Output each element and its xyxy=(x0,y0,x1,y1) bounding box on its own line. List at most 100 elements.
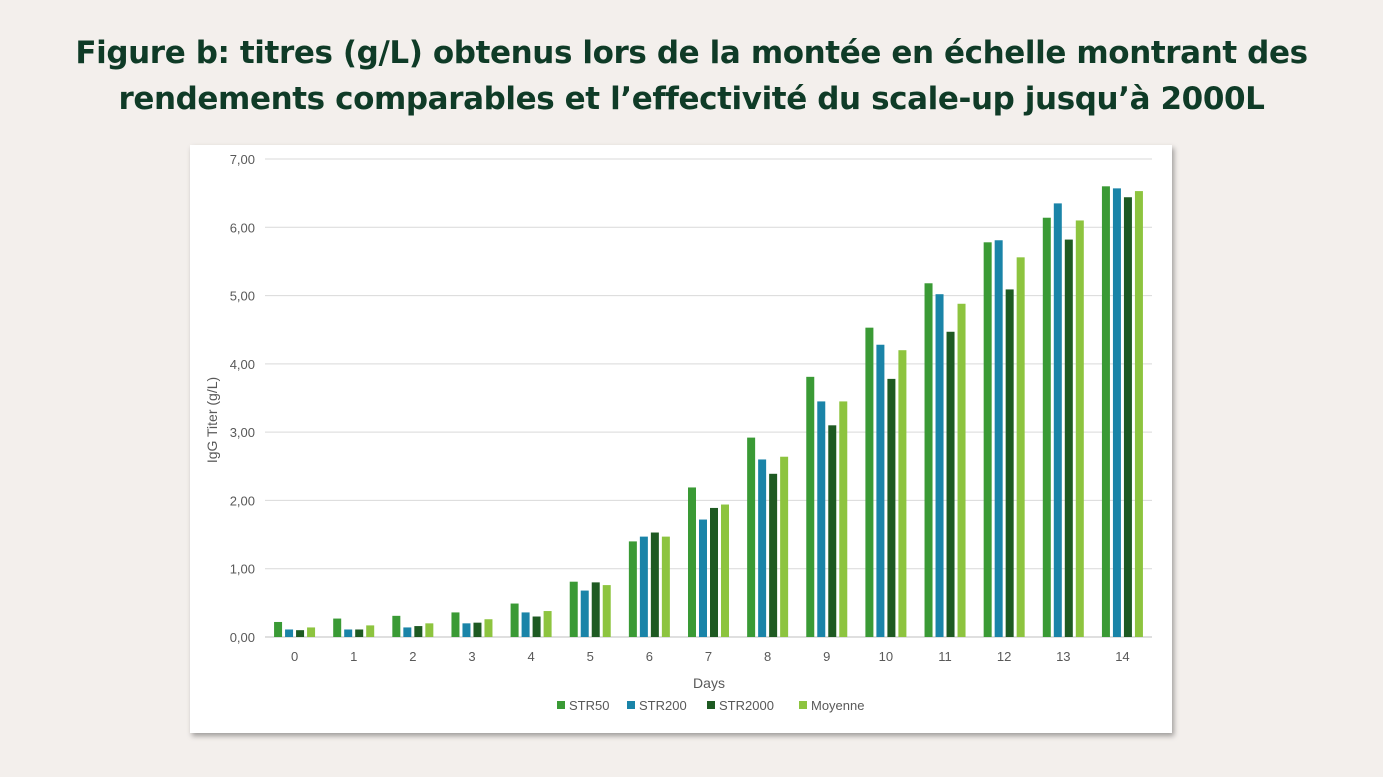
y-tick-labels: 0,00 1,00 2,00 3,00 4,00 5,00 6,00 7,00 xyxy=(230,152,255,645)
gridlines xyxy=(265,158,1152,638)
bar-str50-day-7 xyxy=(688,487,696,637)
bar-str200-day-12 xyxy=(994,240,1003,637)
bar-str2000-day-4 xyxy=(532,616,541,637)
x-axis-label: Days xyxy=(693,675,725,691)
bar-str50-day-10 xyxy=(865,327,874,637)
bar-moyenne-day-8 xyxy=(780,456,789,637)
bar-str200-day-0 xyxy=(285,629,294,637)
y-tick-label: 3,00 xyxy=(230,425,255,440)
bar-str50-day-4 xyxy=(510,603,519,637)
bar-moyenne-day-2 xyxy=(425,623,434,637)
bar-str200-day-5 xyxy=(580,590,589,637)
page-title: Figure b: titres (g/L) obtenus lors de l… xyxy=(40,30,1343,122)
legend-label-moyenne: Moyenne xyxy=(811,698,864,713)
x-tick-labels: 0 1 2 3 4 5 6 7 8 9 10 11 12 13 14 xyxy=(291,649,1130,664)
bar-str2000-day-8 xyxy=(769,473,778,637)
x-tick-label: 14 xyxy=(1115,649,1129,664)
bar-str200-day-2 xyxy=(403,627,412,637)
x-tick-label: 4 xyxy=(527,649,534,664)
bar-str200-day-10 xyxy=(876,344,885,637)
bar-str200-day-3 xyxy=(462,623,471,637)
bar-moyenne-day-13 xyxy=(1075,220,1084,637)
legend-label-str2000: STR2000 xyxy=(719,698,774,713)
bar-str200-day-8 xyxy=(758,459,767,637)
bar-moyenne-day-12 xyxy=(1016,257,1025,637)
bar-str200-day-9 xyxy=(817,401,826,637)
legend-label-str50: STR50 xyxy=(569,698,609,713)
y-tick-label: 1,00 xyxy=(230,562,255,577)
legend-swatch-moyenne xyxy=(799,701,807,709)
bar-moyenne-day-5 xyxy=(602,585,611,637)
bar-str2000-day-9 xyxy=(828,425,837,637)
bar-str200-day-11 xyxy=(935,294,944,637)
bar-moyenne-day-9 xyxy=(839,401,848,637)
bars xyxy=(274,186,1143,638)
bar-str2000-day-12 xyxy=(1005,289,1014,637)
bar-str200-day-7 xyxy=(699,519,707,637)
x-tick-label: 10 xyxy=(879,649,893,664)
x-tick-label: 2 xyxy=(409,649,416,664)
bar-str50-day-0 xyxy=(274,621,283,637)
bar-str50-day-9 xyxy=(806,376,815,637)
bar-moyenne-day-4 xyxy=(543,611,552,637)
x-tick-label: 6 xyxy=(646,649,653,664)
bar-str200-day-13 xyxy=(1053,203,1062,637)
y-axis-label: IgG Titer (g/L) xyxy=(204,377,220,463)
bar-moyenne-day-0 xyxy=(307,627,316,637)
legend-swatch-str2000 xyxy=(707,701,715,709)
bar-str50-day-12 xyxy=(983,242,992,637)
legend-label-str200: STR200 xyxy=(639,698,687,713)
x-tick-label: 1 xyxy=(350,649,357,664)
x-tick-label: 11 xyxy=(938,649,952,664)
x-tick-label: 9 xyxy=(823,649,830,664)
bar-moyenne-day-1 xyxy=(366,625,375,637)
bar-moyenne-day-14 xyxy=(1134,191,1143,637)
y-tick-label: 7,00 xyxy=(230,152,255,167)
legend-swatch-str50 xyxy=(557,701,565,709)
bar-moyenne-day-10 xyxy=(898,350,907,637)
x-tick-label: 13 xyxy=(1056,649,1070,664)
bar-str50-day-14 xyxy=(1101,186,1110,638)
bar-str2000-day-11 xyxy=(946,331,955,637)
bar-moyenne-day-3 xyxy=(484,619,493,637)
x-tick-label: 3 xyxy=(468,649,475,664)
bar-str50-day-6 xyxy=(628,541,637,637)
bar-str2000-day-0 xyxy=(296,630,305,637)
title-line-2: rendements comparables et l’effectivité … xyxy=(118,81,1265,117)
bar-str2000-day-13 xyxy=(1064,239,1073,637)
title-line-1: Figure b: titres (g/L) obtenus lors de l… xyxy=(75,35,1308,71)
legend-swatch-str200 xyxy=(627,701,635,709)
bar-str200-day-1 xyxy=(344,629,353,637)
x-tick-label: 5 xyxy=(587,649,594,664)
bar-str2000-day-1 xyxy=(355,629,364,637)
bar-moyenne-day-7 xyxy=(721,504,729,637)
bar-str200-day-14 xyxy=(1112,188,1121,637)
legend: STR50 STR200 STR2000 Moyenne xyxy=(557,698,864,713)
bar-moyenne-day-11 xyxy=(957,303,966,637)
bar-str50-day-13 xyxy=(1042,217,1051,637)
bar-str200-day-6 xyxy=(639,536,648,637)
y-tick-label: 4,00 xyxy=(230,357,255,372)
bar-str50-day-1 xyxy=(333,618,342,637)
x-tick-label: 0 xyxy=(291,649,298,664)
bar-str2000-day-14 xyxy=(1123,197,1132,638)
bar-str200-day-4 xyxy=(521,612,530,637)
bar-str2000-day-6 xyxy=(650,532,659,637)
y-tick-label: 0,00 xyxy=(230,630,255,645)
y-tick-label: 2,00 xyxy=(230,493,255,508)
bar-str2000-day-3 xyxy=(473,622,482,637)
bar-str2000-day-7 xyxy=(710,507,718,637)
y-tick-label: 6,00 xyxy=(230,220,255,235)
bar-moyenne-day-6 xyxy=(661,536,670,637)
bar-str50-day-2 xyxy=(392,615,401,637)
x-tick-label: 12 xyxy=(997,649,1011,664)
x-tick-label: 7 xyxy=(705,649,712,664)
bar-str2000-day-10 xyxy=(887,378,896,637)
y-tick-label: 5,00 xyxy=(230,289,255,304)
bar-str50-day-11 xyxy=(924,283,933,637)
bar-str50-day-5 xyxy=(569,581,578,637)
bar-str50-day-8 xyxy=(747,437,756,637)
x-tick-label: 8 xyxy=(764,649,771,664)
